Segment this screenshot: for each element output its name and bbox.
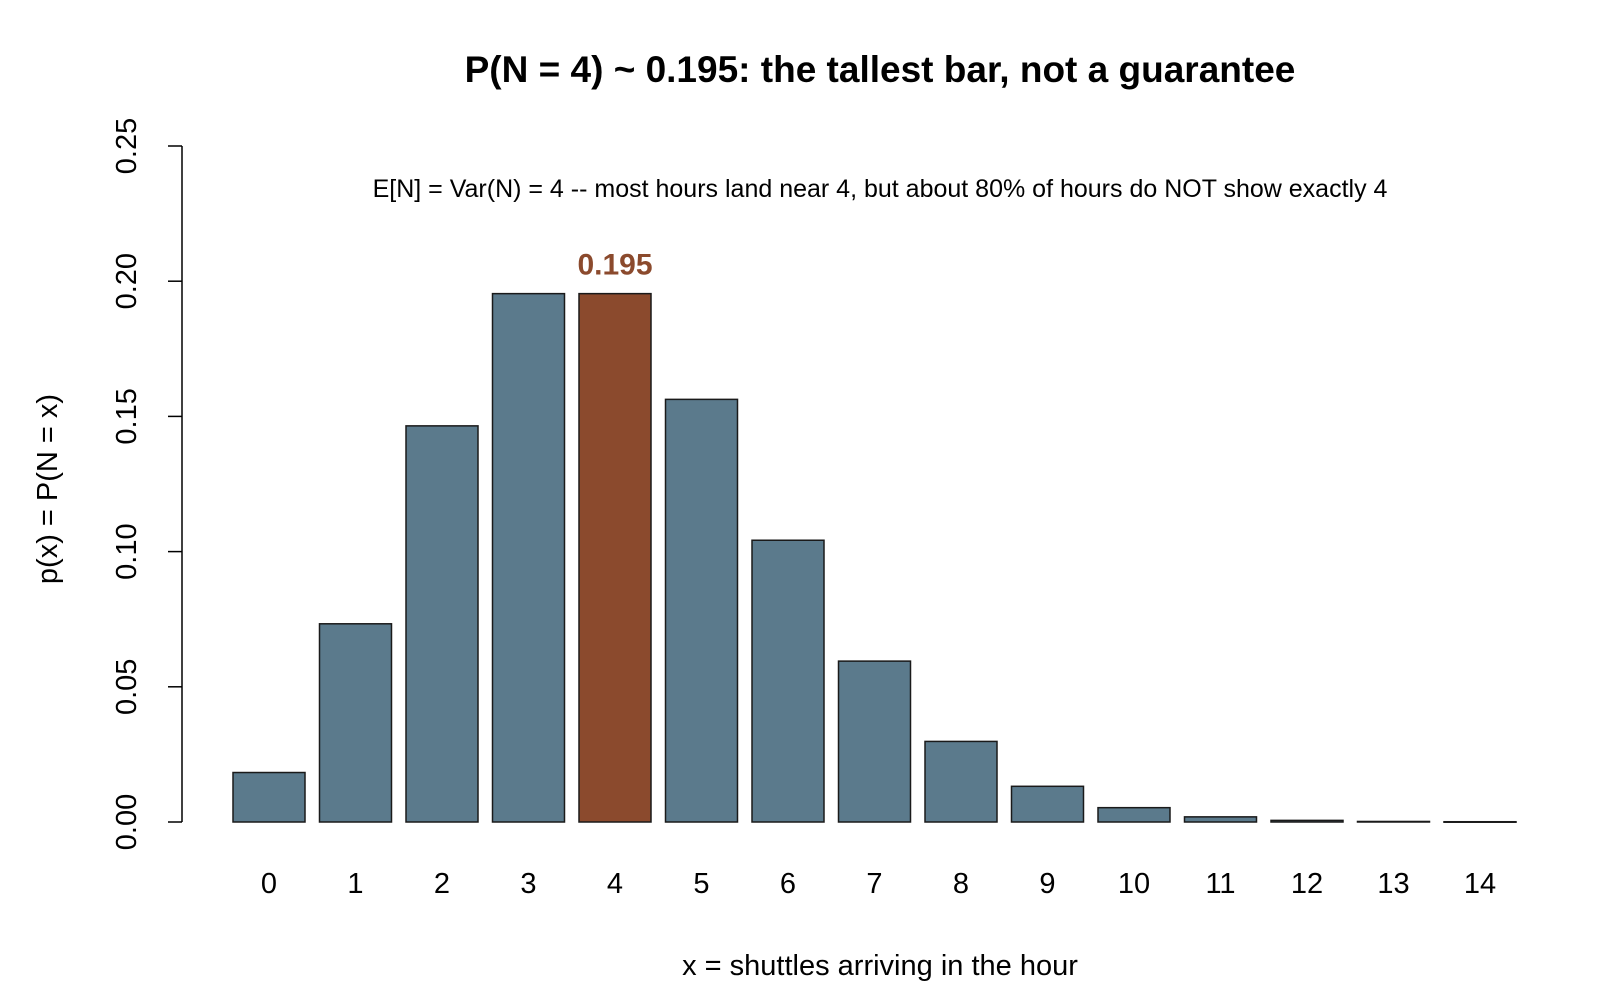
bars xyxy=(232,292,1517,823)
bar xyxy=(491,292,566,823)
bar xyxy=(1183,816,1258,823)
x-tick-label: 3 xyxy=(520,868,536,900)
y-tick-label: 0.05 xyxy=(111,659,143,715)
x-tick-label: 4 xyxy=(607,868,623,900)
y-tick-label: 0.10 xyxy=(111,523,143,579)
x-tick-label: 8 xyxy=(953,868,969,900)
bar xyxy=(1356,820,1431,823)
bar xyxy=(751,539,825,823)
bar xyxy=(924,740,998,823)
x-axis-label: x = shuttles arriving in the hour xyxy=(682,950,1078,982)
bar xyxy=(837,660,912,823)
x-tick-label: 12 xyxy=(1291,868,1323,900)
x-tick-label: 1 xyxy=(347,868,363,900)
y-axis-label: p(x) = P(N = x) xyxy=(32,394,64,584)
bar xyxy=(1097,806,1171,823)
bar xyxy=(1443,820,1517,823)
bar xyxy=(405,425,479,823)
x-tick-label: 9 xyxy=(1039,868,1055,900)
y-axis: 0.00 0.05 0.10 0.15 0.20 0.25 xyxy=(111,118,183,850)
chart-subtitle: E[N] = Var(N) = 4 -- most hours land nea… xyxy=(373,175,1388,203)
bar xyxy=(318,623,393,823)
bar xyxy=(232,771,306,823)
y-tick-label: 0.20 xyxy=(111,253,143,309)
y-tick-label: 0.15 xyxy=(111,388,143,444)
chart-title: P(N = 4) ~ 0.195: the tallest bar, not a… xyxy=(465,49,1296,90)
bar xyxy=(1270,819,1344,823)
bar xyxy=(1010,785,1085,823)
y-tick-label: 0.25 xyxy=(111,118,143,174)
highlight-data-label: 0.195 xyxy=(577,249,652,282)
x-tick-label: 10 xyxy=(1118,868,1150,900)
x-tick-label: 11 xyxy=(1205,868,1235,900)
bar xyxy=(664,398,739,823)
x-tick-label: 5 xyxy=(693,868,709,900)
x-tick-label: 7 xyxy=(866,868,882,900)
x-tick-label: 2 xyxy=(434,868,450,900)
x-axis-tick-labels: 0 1 2 3 4 5 6 7 8 9 10 11 12 13 14 xyxy=(261,868,1496,900)
y-tick-label: 0.00 xyxy=(111,794,143,850)
highlighted-bar xyxy=(578,292,652,823)
x-tick-label: 0 xyxy=(261,868,277,900)
x-tick-label: 14 xyxy=(1464,868,1496,900)
x-tick-label: 13 xyxy=(1377,868,1409,900)
x-tick-label: 6 xyxy=(780,868,796,900)
